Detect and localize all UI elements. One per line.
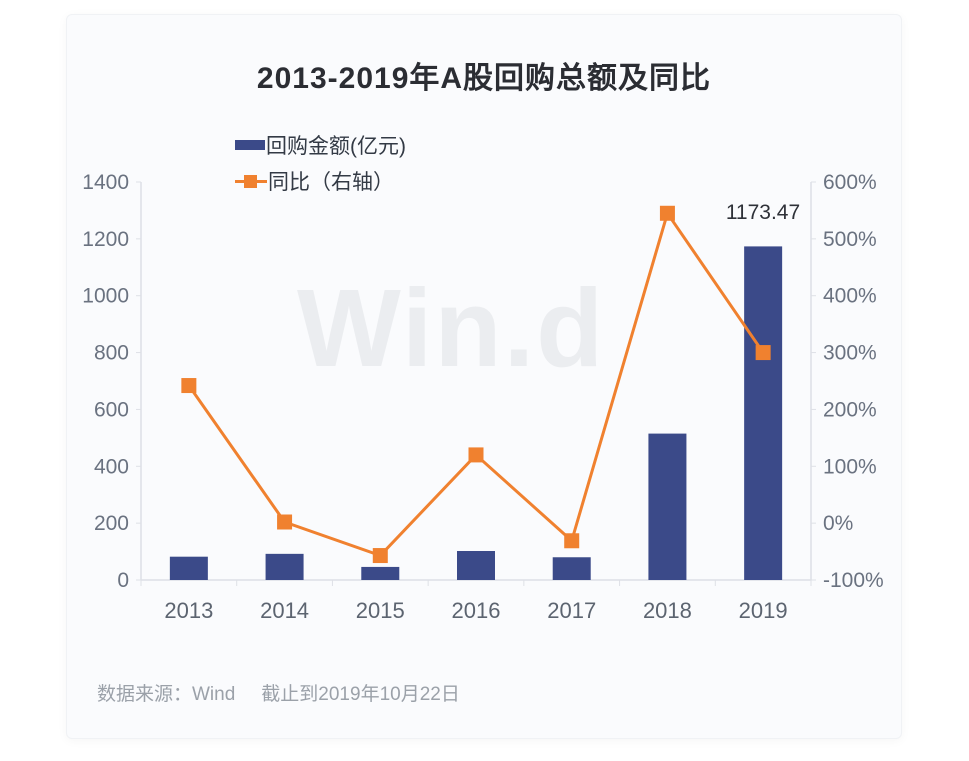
yoy-marker-2016 [468, 447, 484, 463]
source-note: 数据来源：Wind 截止到2019年10月22日 [97, 679, 460, 706]
source-cutoff-date: 截止到2019年10月22日 [261, 684, 460, 705]
x-axis-label-2017: 2017 [547, 598, 596, 623]
line-series-swatch-icon [235, 174, 267, 188]
left-axis-tick-label: 800 [94, 342, 129, 365]
legend: 回购金额(亿元) 同比（右轴） [235, 127, 406, 199]
left-axis-tick-label: 200 [94, 512, 129, 535]
left-axis-tick-label: 0 [117, 569, 129, 592]
right-axis-tick-label: 100% [823, 455, 877, 478]
bar-2018 [648, 433, 687, 580]
source-label: 数据来源：Wind [97, 684, 236, 705]
bar-2019 [744, 246, 783, 581]
bar-2014 [265, 553, 304, 580]
right-axis-tick-label: 0% [823, 512, 853, 535]
line-marker-icon [244, 174, 257, 188]
chart-plot-area: 0 200 400 600 800 1000 1200 1400 -100% 0% 100% 200%… [82, 171, 884, 623]
legend-label-buyback-amount: 回购金额(亿元) [266, 135, 406, 158]
left-axis-tick-label: 1200 [82, 228, 129, 251]
left-axis-tick-label: 600 [94, 398, 129, 421]
bar-2015 [361, 566, 400, 580]
left-axis-tick-label: 1000 [82, 285, 129, 308]
x-axis-label-2016: 2016 [452, 598, 501, 623]
bar-2017 [552, 557, 591, 580]
wind-watermark: Win.d [297, 267, 606, 390]
bar-series-swatch-icon [235, 140, 265, 150]
legend-item-buyback-amount: 回购金额(亿元) [235, 127, 406, 163]
yoy-marker-2018 [659, 205, 675, 221]
left-axis-tick-label: 400 [94, 455, 129, 478]
left-axis-tick-label: 1400 [82, 171, 129, 194]
bar-2016 [457, 551, 495, 580]
yoy-marker-2014 [277, 514, 293, 530]
bar-2013 [169, 556, 208, 580]
yoy-marker-2017 [564, 533, 580, 549]
chart-title: 2013-2019年A股回购总额及同比 [256, 62, 712, 95]
right-axis-tick-label: -100% [823, 569, 884, 592]
x-axis-label-2019: 2019 [739, 598, 788, 623]
bar-value-label-2019: 1173.47 [725, 201, 801, 224]
right-axis-tick-label: 500% [823, 228, 877, 251]
right-axis-tick-label: 200% [823, 398, 877, 421]
right-axis-tick-label: 600% [823, 171, 877, 194]
x-axis-label-2018: 2018 [643, 598, 692, 623]
yoy-marker-2015 [372, 548, 388, 564]
yoy-marker-2013 [181, 378, 197, 394]
legend-label-yoy: 同比（右轴） [268, 171, 394, 194]
yoy-marker-2019 [755, 345, 771, 361]
right-axis-tick-label: 400% [823, 285, 877, 308]
chart-card: 2013-2019年A股回购总额及同比 回购金额(亿元) 同比（右轴） Win.… [66, 14, 902, 739]
x-axis-label-2014: 2014 [260, 598, 309, 623]
x-axis-label-2013: 2013 [164, 598, 213, 623]
right-axis-tick-label: 300% [823, 342, 877, 365]
legend-item-yoy: 同比（右轴） [235, 163, 406, 199]
x-axis-label-2015: 2015 [356, 598, 405, 623]
